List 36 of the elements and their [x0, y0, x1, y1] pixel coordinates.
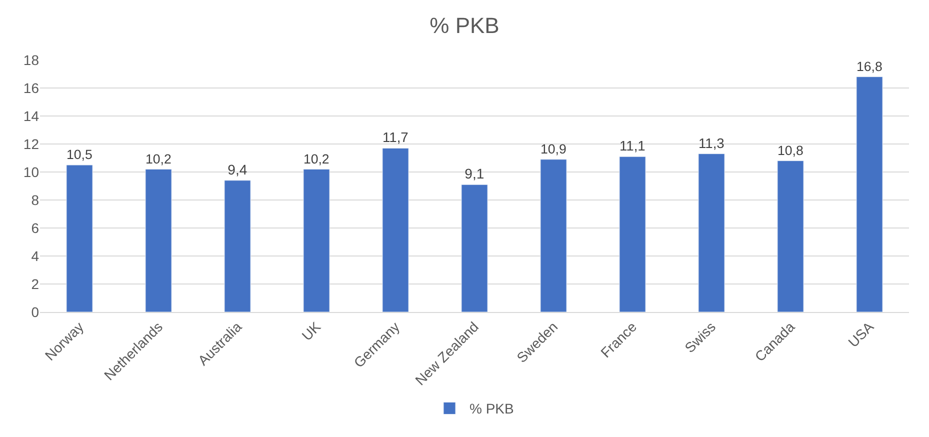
data-label: 11,7	[382, 129, 408, 146]
data-label: 10,2	[145, 151, 172, 166]
bar	[303, 168, 330, 312]
data-label: 11,3	[698, 134, 725, 151]
y-tick-label: 8	[31, 192, 40, 208]
data-label: 16,8	[856, 58, 882, 74]
bar	[856, 76, 883, 312]
y-tick-label: 2	[31, 276, 40, 292]
y-tick-label: 6	[31, 220, 40, 236]
data-label: 10,8	[777, 142, 804, 158]
bar	[540, 159, 567, 312]
data-label: 9,4	[228, 161, 248, 178]
bar	[619, 156, 646, 312]
y-tick-label: 14	[23, 108, 40, 124]
y-tick-label: 4	[31, 248, 40, 264]
legend-label: % PKB	[470, 400, 514, 417]
y-tick-label: 0	[31, 304, 40, 320]
y-tick-label: 10	[23, 164, 40, 180]
y-tick-label: 18	[23, 52, 40, 68]
x-tick-label: USA	[844, 318, 878, 350]
bar	[66, 164, 93, 312]
y-tick-label: 12	[23, 136, 40, 152]
bar	[224, 180, 251, 312]
x-tick-label: UK	[298, 318, 324, 344]
bar	[382, 148, 409, 312]
data-label: 11,1	[619, 138, 646, 154]
bar	[698, 154, 725, 312]
bar	[145, 168, 172, 312]
data-label: 10,9	[540, 142, 566, 157]
chart-title: % PKB	[430, 12, 500, 38]
data-label: 10,2	[303, 151, 330, 166]
bar	[461, 184, 488, 312]
data-label: 9,1	[464, 166, 484, 182]
data-label: 10,5	[66, 147, 92, 162]
bar	[777, 160, 804, 312]
y-tick-label: 16	[23, 80, 40, 96]
